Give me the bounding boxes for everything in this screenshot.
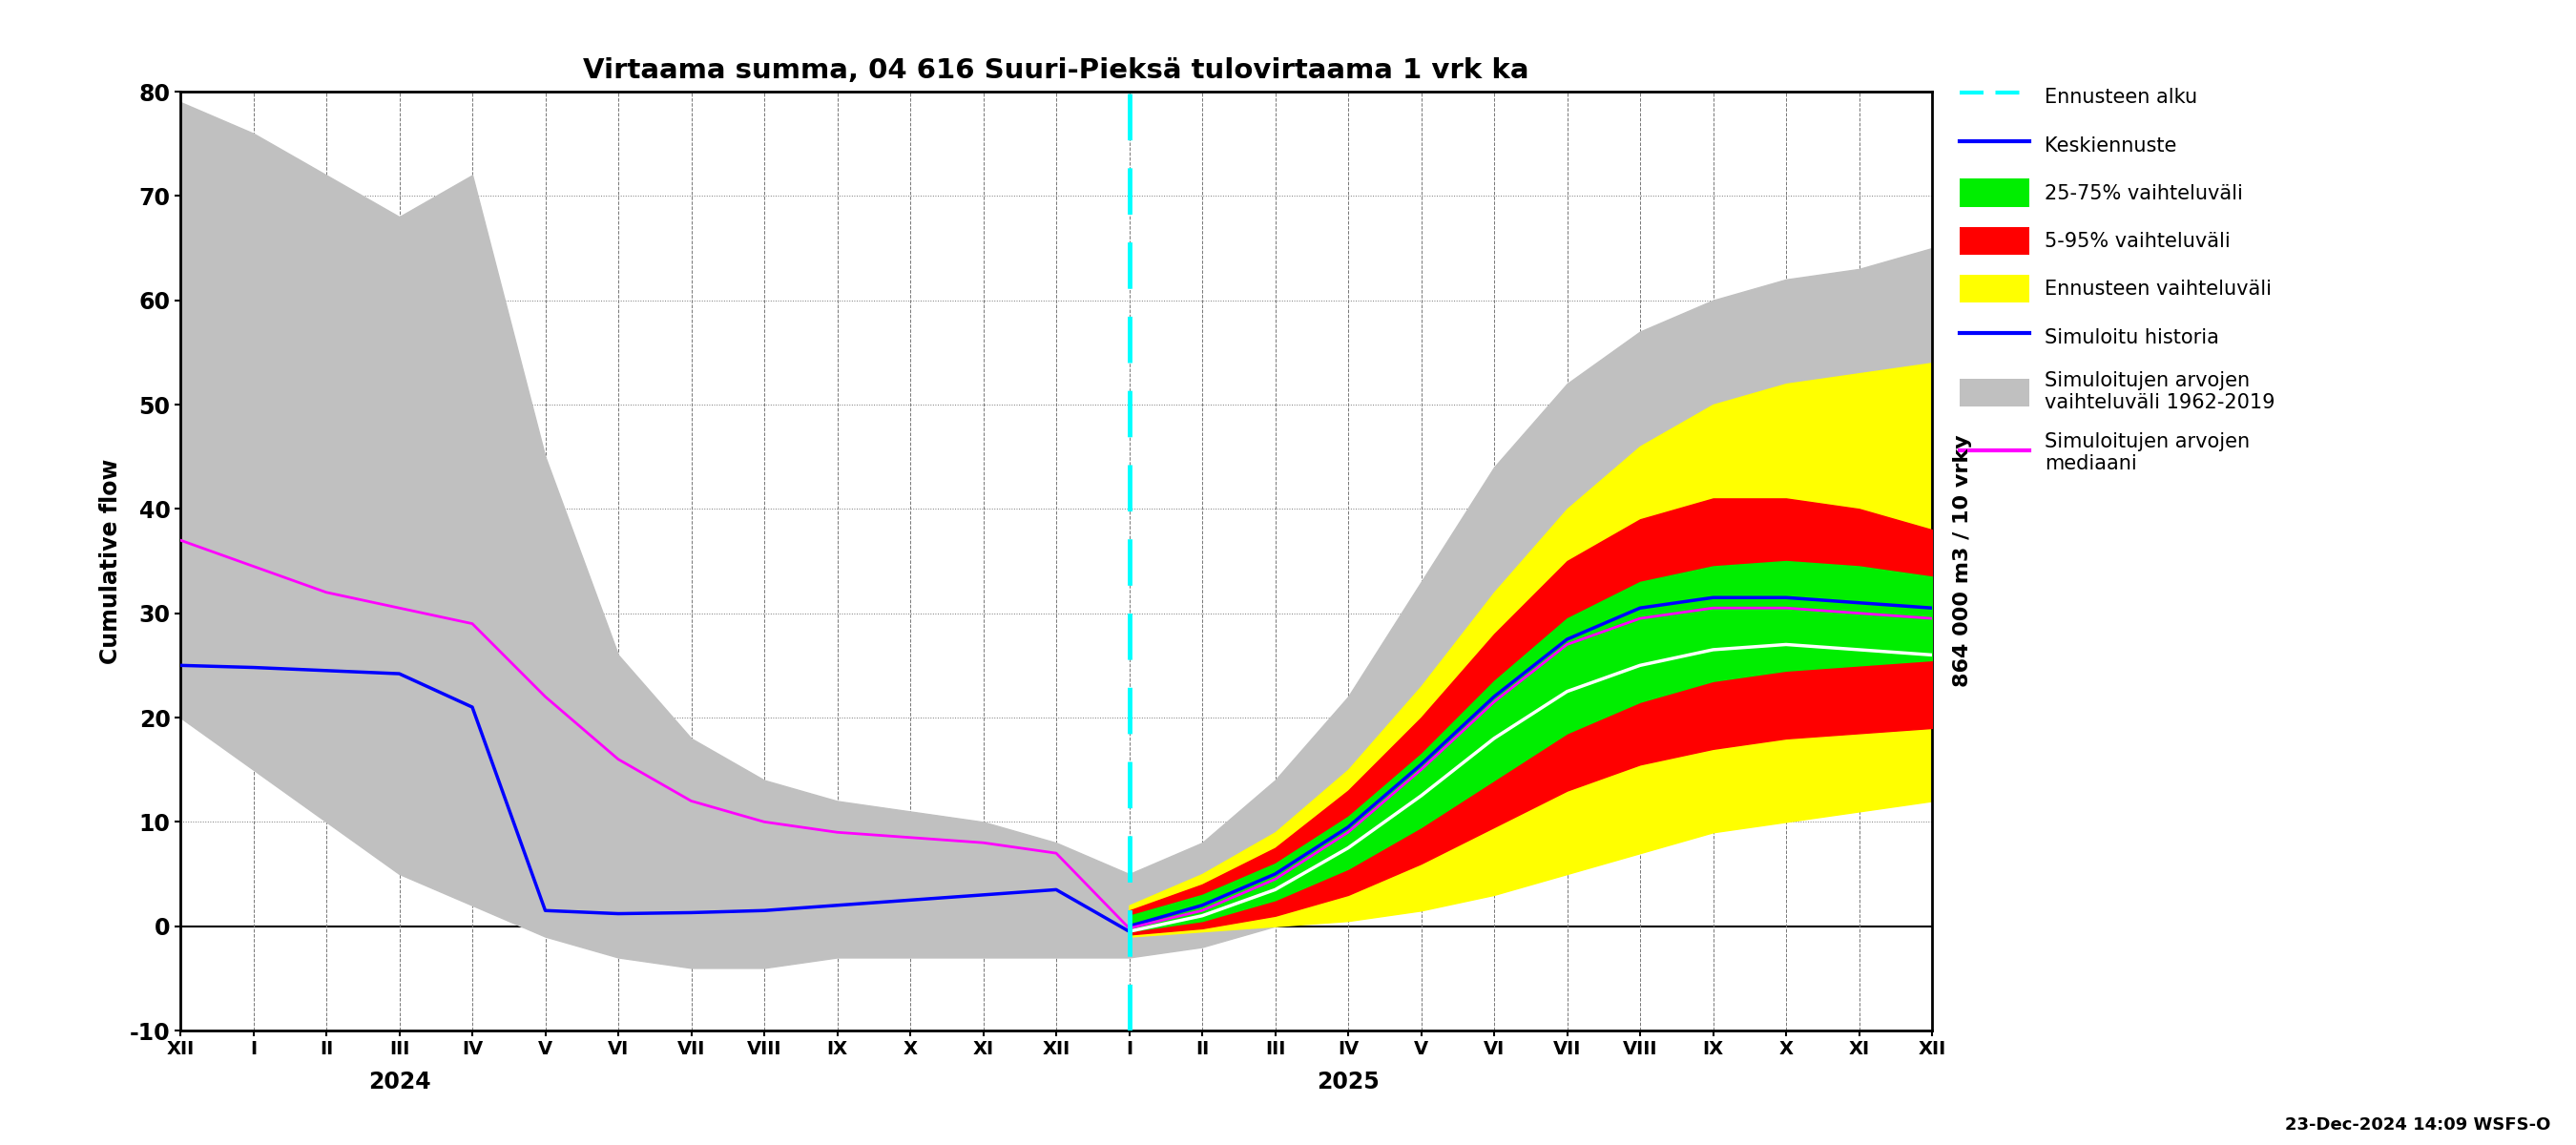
- Y-axis label: Cumulative flow: Cumulative flow: [98, 458, 121, 664]
- Text: 2025: 2025: [1316, 1071, 1381, 1093]
- Text: 864 000 m3 / 10 vrky: 864 000 m3 / 10 vrky: [1953, 435, 1973, 687]
- Text: 2024: 2024: [368, 1071, 430, 1093]
- Text: 23-Dec-2024 14:09 WSFS-O: 23-Dec-2024 14:09 WSFS-O: [2285, 1116, 2550, 1134]
- Legend: Ennusteen alku, Keskiennuste, 25-75% vaihteluväli, 5-95% vaihteluväli, Ennusteen: Ennusteen alku, Keskiennuste, 25-75% vai…: [1960, 82, 2275, 473]
- Title: Virtaama summa, 04 616 Suuri-Pieksä tulovirtaama 1 vrk ka: Virtaama summa, 04 616 Suuri-Pieksä tulo…: [582, 57, 1530, 84]
